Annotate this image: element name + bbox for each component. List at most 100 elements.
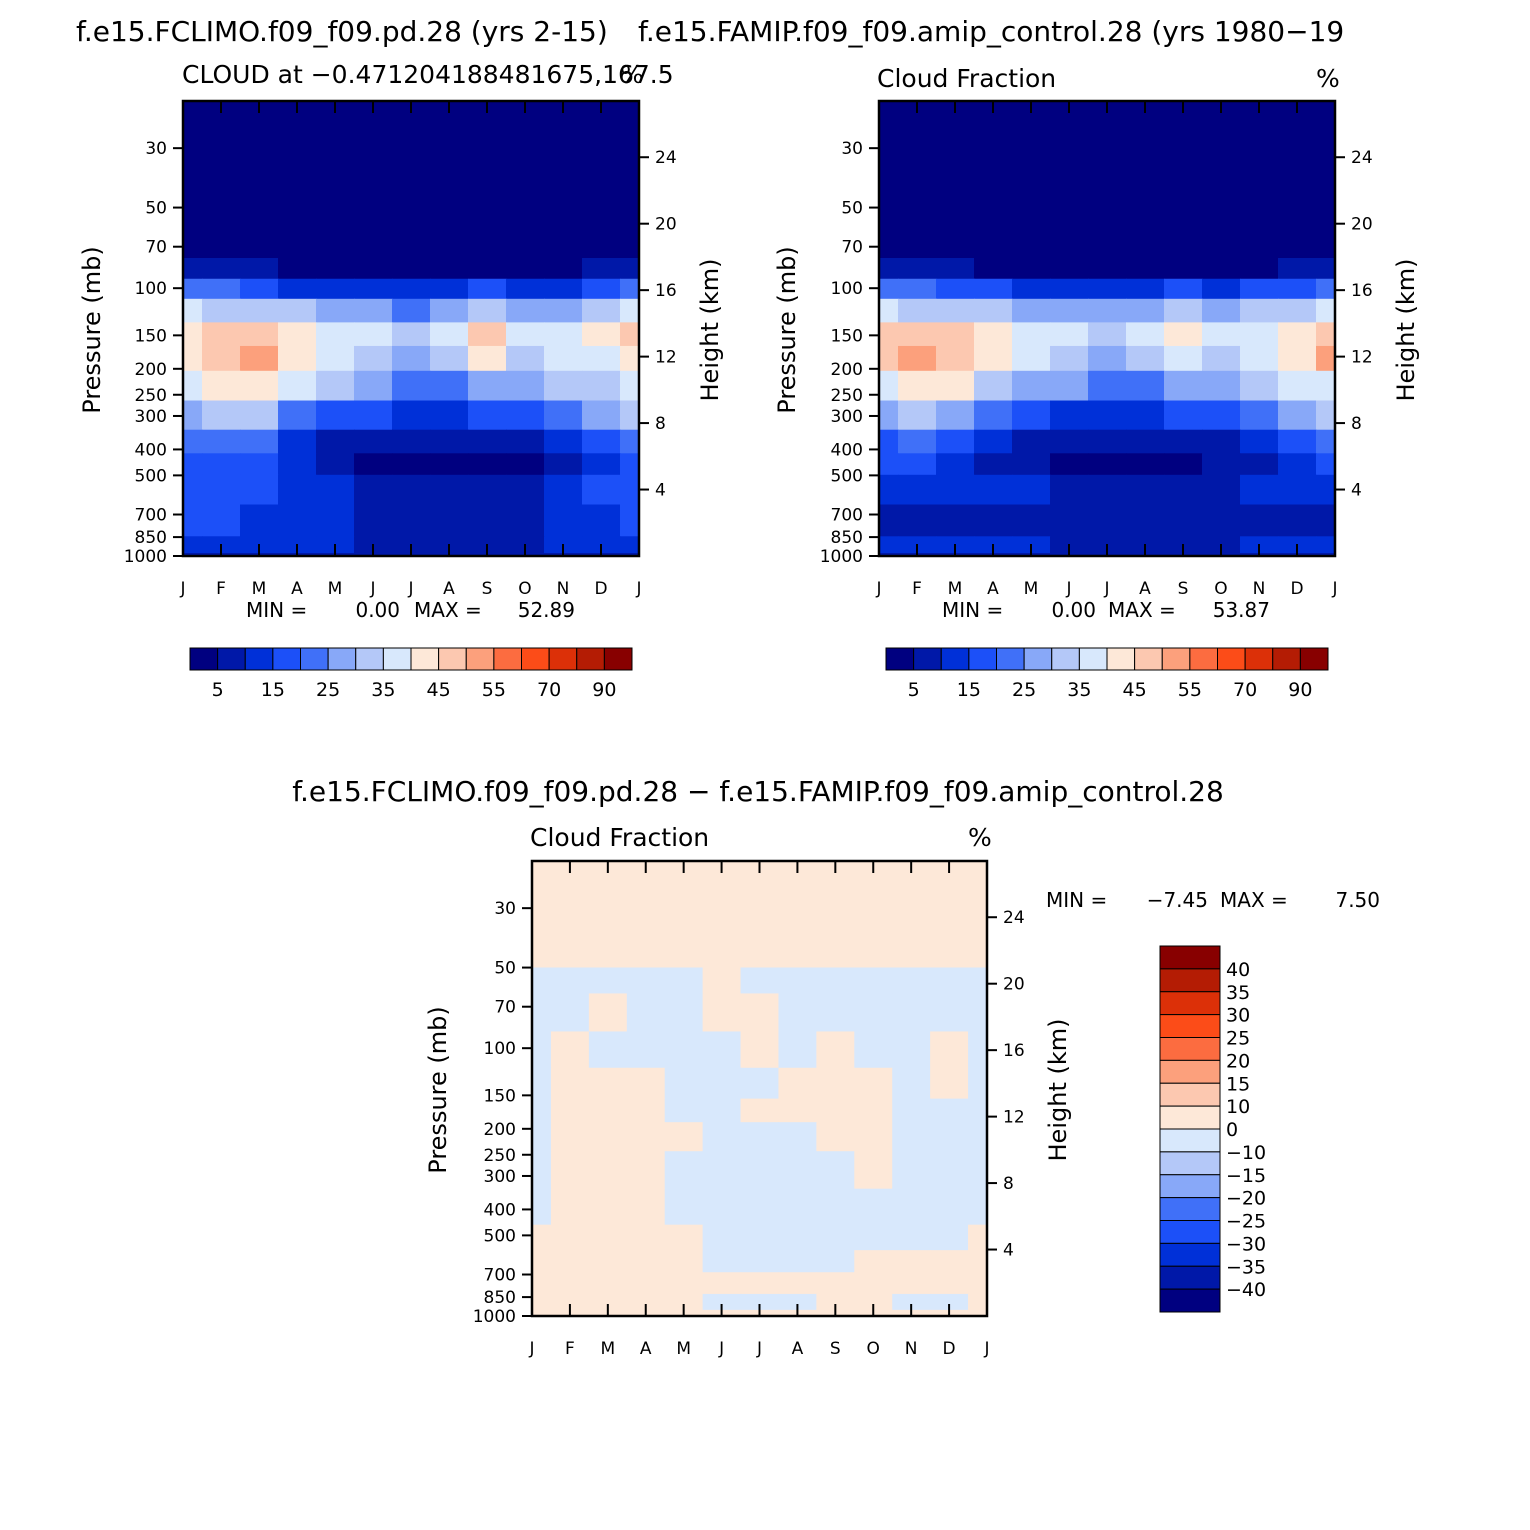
colorbar-swatch [327,647,357,671]
data-cell [892,1067,931,1100]
data-cell [582,278,621,300]
data-cell [183,536,203,554]
data-cell [898,370,937,402]
data-cell [974,257,1013,280]
data-cell [532,1309,552,1317]
colorbar-label: 45 [427,679,451,701]
data-cell [1278,173,1317,259]
colorbar-label: 25 [316,679,340,701]
data-cell [898,257,937,280]
colorbar-swatch [1159,1265,1221,1290]
data-cell [1164,453,1203,476]
data-cell [892,1098,931,1123]
data-cell [588,993,628,1033]
x-tick-label: J [718,1339,724,1359]
y-axis-right-label: Height (km) [696,259,724,402]
panel-title: f.e15.FCLIMO.f09_f09.pd.28 − f.e15.FAMIP… [292,775,1224,808]
y-right-tick-label: 20 [655,215,677,235]
data-cell [468,453,507,476]
colorbar-label: 70 [537,679,561,701]
data-cell [183,298,203,323]
data-cell [816,1272,855,1295]
y-right-tick-label: 16 [655,281,677,301]
data-cell [532,1151,552,1190]
data-cell [183,453,203,476]
colorbar-swatch [382,647,412,671]
y-tick-label: 150 [484,1086,516,1106]
colorbar-swatch [1159,1059,1221,1084]
x-tick-label: N [1253,579,1266,599]
data-cell [1126,429,1165,454]
data-cell [582,298,621,323]
data-cell [392,370,431,402]
y-tick-label: 400 [135,440,167,460]
colorbar-swatch [1161,647,1191,671]
data-cell [1202,322,1241,347]
data-cell [1278,400,1317,431]
data-cell [620,453,640,476]
data-cell [278,453,317,476]
x-tick-label: A [1139,579,1151,599]
x-tick-label: M [600,1339,615,1359]
data-cell [468,322,507,347]
data-cell [1164,400,1203,431]
data-cell [430,345,469,372]
colorbar-label: 10 [1226,1096,1250,1118]
data-cell [898,278,937,300]
data-cell [202,370,241,402]
data-cell [392,257,431,280]
data-cell [316,257,355,280]
data-cell [430,257,469,280]
y-tick-label: 150 [135,326,167,346]
data-cell [930,967,969,995]
data-cell [778,911,817,969]
data-cell [1012,298,1051,323]
data-cell [968,861,988,913]
data-cell [930,1098,969,1123]
data-cell [1278,474,1317,506]
data-cell [430,504,469,537]
data-cell [240,101,279,175]
data-cell [1240,257,1279,280]
colorbar-swatch [1159,1037,1221,1061]
data-cell [936,278,975,300]
colorbar-swatch [1106,647,1136,671]
data-cell [664,1272,704,1295]
data-cell [1088,257,1127,280]
colorbar-label: 0 [1226,1119,1238,1141]
data-cell [544,429,583,454]
data-cell [620,345,640,372]
data-cell [892,1250,931,1273]
data-cell [898,429,937,454]
data-cell [664,1098,704,1123]
y-tick-label: 850 [135,528,167,548]
data-cell [544,400,583,431]
x-tick-label: J [369,579,375,599]
data-cell [183,504,203,537]
data-cell [1126,370,1165,402]
colorbar-swatch [272,647,301,671]
data-cell [1164,429,1203,454]
data-cell [1088,278,1127,300]
data-cell [1164,173,1203,259]
data-cell [392,278,431,300]
contour-field [532,861,988,1317]
y-tick-label: 100 [135,279,167,299]
data-cell [316,370,355,402]
data-cell [664,1250,704,1273]
data-cell [626,1272,666,1295]
data-cell [974,278,1013,300]
min-value: −7.45 [1147,888,1208,912]
data-cell [740,1293,780,1311]
data-cell [1164,322,1203,347]
data-cell [354,173,393,259]
y-tick-label: 300 [831,407,863,427]
data-cell [582,101,621,175]
data-cell [1164,278,1203,300]
colorbar-swatch [410,647,440,671]
colorbar-swatch [217,647,246,671]
data-cell [544,345,583,372]
x-tick-label: J [756,1339,762,1359]
